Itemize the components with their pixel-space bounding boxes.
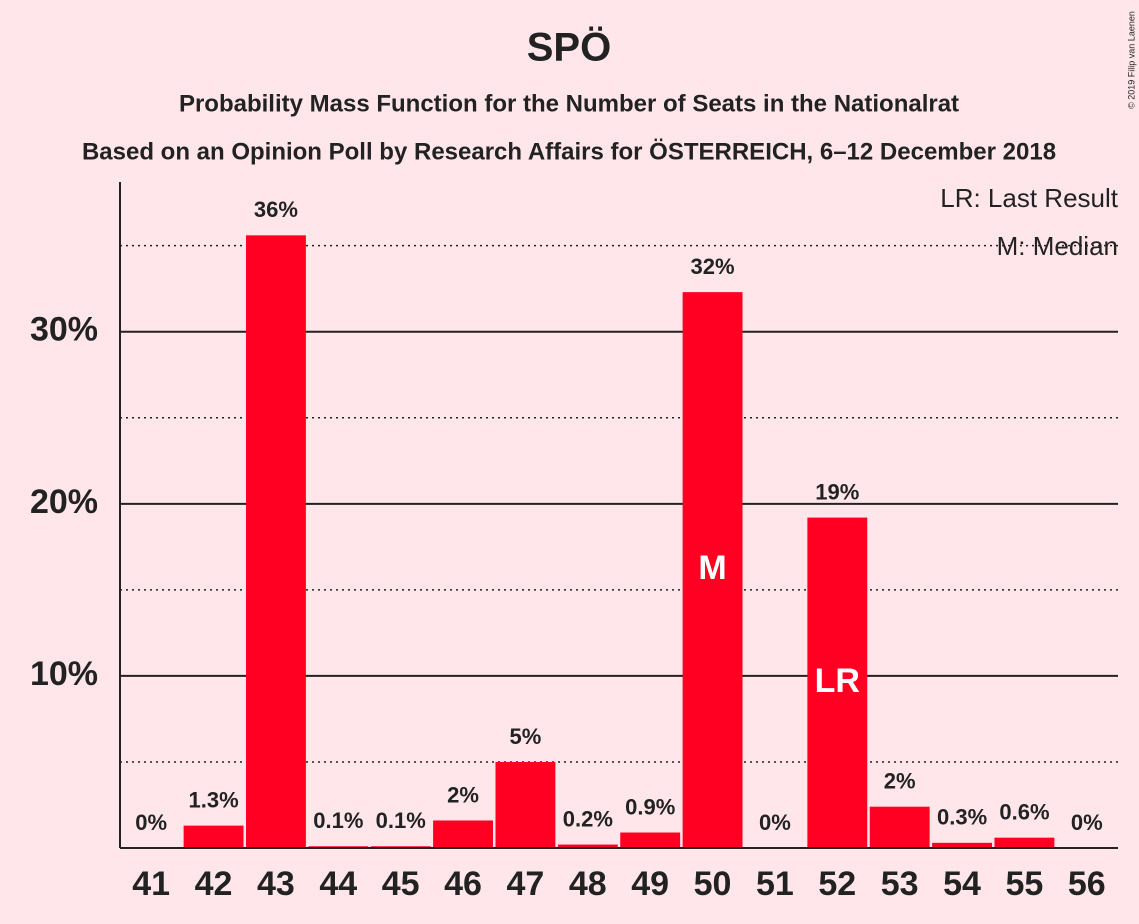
value-label: 1.3% — [188, 787, 238, 812]
value-label: 2% — [447, 782, 479, 807]
x-tick-label: 54 — [943, 865, 981, 903]
legend-entry: LR: Last Result — [940, 183, 1119, 213]
bar-marker: LR — [815, 662, 860, 700]
value-label: 0.1% — [313, 808, 363, 833]
value-label: 0% — [135, 810, 167, 835]
x-tick-label: 44 — [319, 865, 357, 903]
bar — [183, 825, 244, 848]
x-tick-label: 52 — [818, 865, 856, 903]
y-tick-label: 30% — [30, 311, 98, 349]
value-label: 0.1% — [376, 808, 426, 833]
bar — [557, 844, 618, 848]
x-tick-label: 45 — [382, 865, 420, 903]
x-tick-label: 47 — [507, 865, 545, 903]
value-label: 19% — [815, 479, 859, 504]
bar — [620, 832, 681, 848]
bar — [245, 235, 306, 849]
value-label: 2% — [884, 769, 916, 794]
x-tick-label: 48 — [569, 865, 607, 903]
y-tick-label: 20% — [30, 483, 98, 521]
bar — [994, 837, 1055, 848]
x-tick-label: 51 — [756, 865, 794, 903]
bar — [807, 517, 868, 848]
chart-subtitle: Based on an Opinion Poll by Research Aff… — [82, 138, 1056, 165]
bar — [682, 292, 743, 848]
x-tick-label: 42 — [195, 865, 233, 903]
x-tick-label: 41 — [132, 865, 170, 903]
value-label: 0.3% — [937, 805, 987, 830]
bar — [433, 820, 494, 848]
value-label: 0.6% — [999, 799, 1049, 824]
value-label: 0% — [759, 810, 791, 835]
value-label: 0% — [1071, 810, 1103, 835]
value-label: 36% — [254, 197, 298, 222]
value-label: 0.9% — [625, 794, 675, 819]
x-tick-label: 43 — [257, 865, 295, 903]
value-label: 0.2% — [563, 806, 613, 831]
legend-entry: M: Median — [997, 231, 1118, 261]
y-tick-label: 10% — [30, 655, 98, 693]
x-tick-label: 53 — [881, 865, 919, 903]
bar — [869, 806, 930, 848]
bar — [495, 761, 556, 848]
chart-subtitle: Probability Mass Function for the Number… — [179, 90, 959, 117]
bar-marker: M — [698, 549, 726, 587]
bar — [932, 842, 993, 848]
value-label: 32% — [691, 254, 735, 279]
x-tick-label: 49 — [631, 865, 669, 903]
x-tick-label: 46 — [444, 865, 482, 903]
chart-title: SPÖ — [527, 25, 611, 70]
x-tick-label: 55 — [1006, 865, 1044, 903]
x-tick-label: 56 — [1068, 865, 1106, 903]
copyright: © 2019 Filip van Laenen — [1126, 11, 1136, 109]
x-tick-label: 50 — [694, 865, 732, 903]
value-label: 5% — [510, 724, 542, 749]
